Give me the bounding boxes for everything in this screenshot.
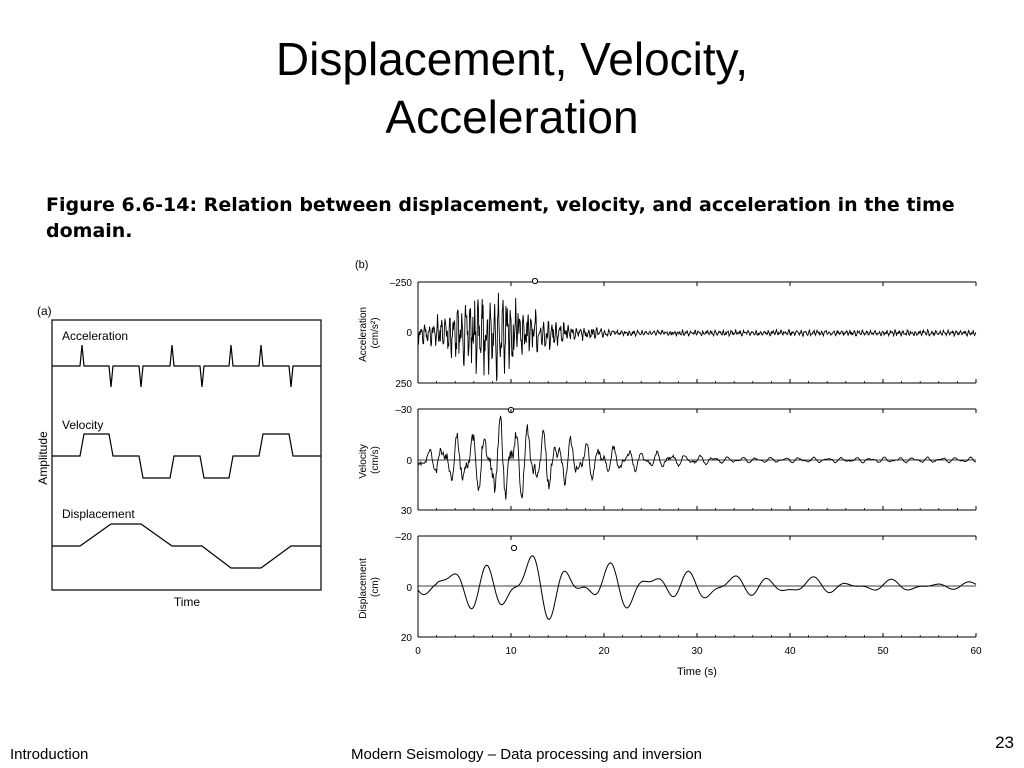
velocity-trace-a <box>52 433 321 479</box>
displacement-trace-a <box>52 523 321 569</box>
acceleration-peak-marker <box>531 277 539 285</box>
disp-tick-bottom: 20 <box>401 633 413 644</box>
x-tick-label: 50 <box>877 646 889 657</box>
x-tick-label: 0 <box>415 646 421 657</box>
vel-tick-bottom: 30 <box>401 506 413 517</box>
acceleration-trace-b <box>417 292 977 382</box>
x-tick-label: 20 <box>598 646 610 657</box>
x-tick-label: 40 <box>784 646 796 657</box>
disp-axis-label-line1: Displacement <box>358 558 369 619</box>
x-axis-ticks: 0 10 20 30 40 50 60 <box>415 282 982 657</box>
panel-b-x-label: Time (s) <box>677 666 717 678</box>
subplot-displacement: Displacement (cm) –20 0 20 <box>358 532 977 644</box>
acc-tick-mid: 0 <box>406 328 412 339</box>
disp-tick-mid: 0 <box>406 583 412 594</box>
figure-caption: Figure 6.6-14: Relation between displace… <box>46 194 955 242</box>
panel-a-x-label: Time <box>174 595 201 609</box>
velocity-peak-marker <box>507 406 515 414</box>
title-line-2: Acceleration <box>385 91 639 143</box>
acc-tick-top: –250 <box>390 278 413 289</box>
acc-axis-label-line1: Acceleration <box>358 307 369 362</box>
subplot-velocity: Velocity (cm/s) –30 0 30 <box>358 405 977 517</box>
disp-axis-label: Displacement (cm) <box>358 555 381 618</box>
displacement-trace-b <box>417 555 977 621</box>
footer-center: Modern Seismology – Data processing and … <box>351 746 703 763</box>
trace-label-displacement: Displacement <box>62 507 135 521</box>
disp-axis-label-line2: (cm) <box>370 577 381 597</box>
acc-axis-label: Acceleration (cm/s²) <box>358 304 381 362</box>
slide-number: 23 <box>995 733 1014 752</box>
vel-axis-label-line1: Velocity <box>358 444 369 478</box>
trace-label-acceleration: Acceleration <box>62 329 128 343</box>
x-tick-label: 60 <box>970 646 982 657</box>
vel-tick-mid: 0 <box>406 456 412 467</box>
acc-tick-bottom: 250 <box>395 379 412 390</box>
panel-b-label: (b) <box>355 259 368 271</box>
displacement-peak-marker <box>510 544 518 552</box>
x-tick-label: 30 <box>691 646 703 657</box>
x-tick-label: 10 <box>505 646 517 657</box>
subplot-acceleration: Acceleration (cm/s²) –250 0 250 <box>358 277 977 390</box>
slide-title: Displacement, Velocity, Acceleration <box>0 30 1024 146</box>
panel-a: (a) Amplitude Time Acceleration Velocity… <box>36 304 322 609</box>
vel-tick-top: –30 <box>395 405 412 416</box>
footer-left: Introduction <box>10 746 89 763</box>
panel-a-label: (a) <box>37 304 52 318</box>
title-line-1: Displacement, Velocity, <box>275 33 749 85</box>
panel-b: (b) Acceleration (cm/s²) –250 0 250 Velo… <box>355 259 982 678</box>
disp-tick-top: –20 <box>395 532 412 543</box>
acceleration-trace-a <box>52 344 321 388</box>
panel-a-frame <box>51 319 322 591</box>
velocity-trace-b <box>417 415 977 500</box>
trace-label-velocity: Velocity <box>62 418 103 432</box>
vel-axis-label: Velocity (cm/s) <box>358 441 381 478</box>
vel-axis-label-line2: (cm/s) <box>370 446 381 474</box>
acc-axis-label-line2: (cm/s²) <box>370 317 381 348</box>
panel-a-y-label: Amplitude <box>36 431 50 485</box>
